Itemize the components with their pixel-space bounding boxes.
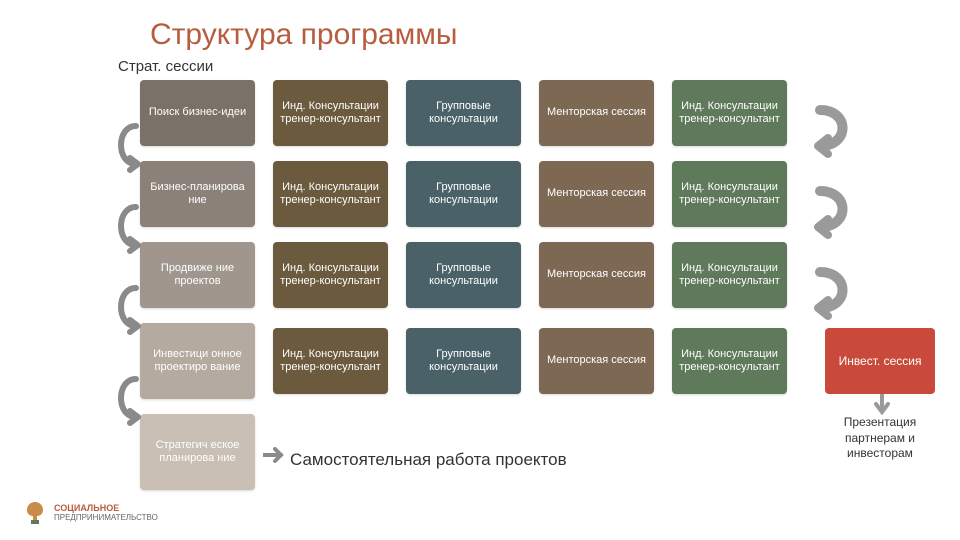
activity-box: Групповые консультации [406, 328, 521, 394]
grid-row: Продвиже ние проектов Инд. Консультации т… [140, 242, 787, 308]
activity-box: Инд. Консультации тренер-консультант [672, 328, 787, 394]
stage-box: Поиск бизнес-идеи [140, 80, 255, 146]
arrow-to-selfwork [263, 445, 289, 470]
down-curve-arrow-icon [106, 201, 146, 261]
activity-box: Инд. Консультации тренер-консультант [672, 80, 787, 146]
activity-box: Инд. Консультации тренер-консультант [672, 161, 787, 227]
down-curve-arrow-icon [106, 282, 146, 342]
stage-box: Стратегич еское планирова ние [140, 414, 255, 490]
grid-row: Поиск бизнес-идеи Инд. Консультации трене… [140, 80, 787, 146]
presentation-text: Презентация партнерам и инвесторам [825, 415, 935, 462]
page-title: Структура программы [150, 18, 457, 52]
loop-arrow-icon [814, 177, 862, 243]
activity-box: Инд. Консультации тренер-консультант [273, 328, 388, 394]
subtitle: Страт. сессии [118, 58, 213, 75]
activity-box: Менторская сессия [539, 242, 654, 308]
grid-row: Бизнес-планирова ние Инд. Консультации тр… [140, 161, 787, 227]
self-work-label: Самостоятельная работа проектов [290, 450, 567, 470]
logo: СОЦИАЛЬНОЕ ПРЕДПРИНИМАТЕЛЬСТВО [22, 500, 158, 526]
activity-box: Групповые консультации [406, 242, 521, 308]
stage-box: Бизнес-планирова ние [140, 161, 255, 227]
down-curve-arrow-icon [106, 373, 146, 433]
activity-box: Менторская сессия [539, 80, 654, 146]
logo-icon [22, 500, 48, 526]
grid-row: Инвестици онное проектиро вание Инд. Конс… [140, 323, 787, 399]
logo-line2: ПРЕДПРИНИМАТЕЛЬСТВО [54, 514, 158, 523]
loop-arrow-icon [814, 258, 862, 324]
activity-box: Групповые консультации [406, 80, 521, 146]
activity-box: Инд. Консультации тренер-консультант [273, 242, 388, 308]
activity-box: Инд. Консультации тренер-консультант [273, 80, 388, 146]
activity-box: Групповые консультации [406, 161, 521, 227]
program-grid: Поиск бизнес-идеи Инд. Консультации трене… [140, 80, 787, 490]
stage-box: Продвиже ние проектов [140, 242, 255, 308]
activity-box: Менторская сессия [539, 328, 654, 394]
activity-box: Инд. Консультации тренер-консультант [672, 242, 787, 308]
stage-box: Инвестици онное проектиро вание [140, 323, 255, 399]
activity-box: Менторская сессия [539, 161, 654, 227]
down-curve-arrow-icon [106, 120, 146, 180]
logo-text: СОЦИАЛЬНОЕ ПРЕДПРИНИМАТЕЛЬСТВО [54, 504, 158, 523]
activity-box: Инд. Консультации тренер-консультант [273, 161, 388, 227]
loop-arrow-icon [814, 96, 862, 162]
invest-session-box: Инвест. сессия [825, 328, 935, 394]
